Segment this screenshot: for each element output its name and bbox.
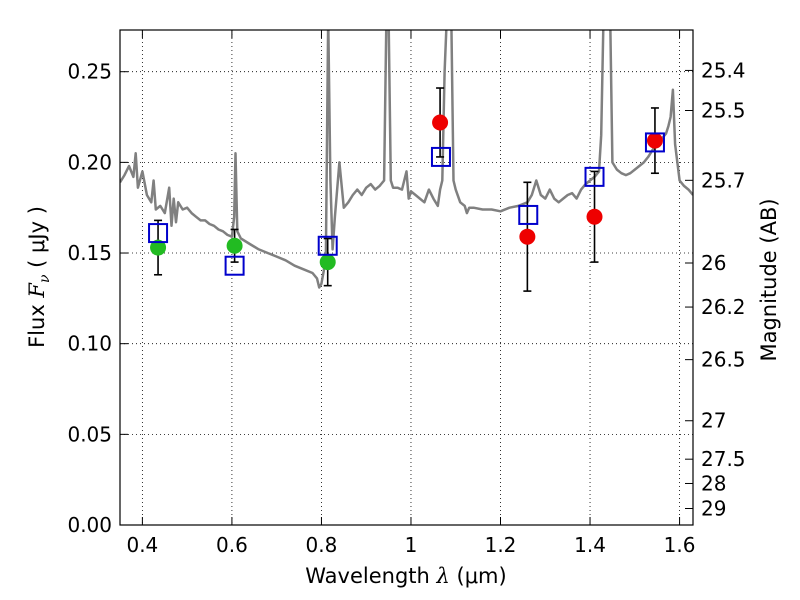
x-tick-label: 1: [405, 533, 418, 557]
data-point: [519, 228, 536, 245]
magnitude-tick-label: 25.4: [701, 58, 746, 82]
y-axis-label-symbol: F: [25, 282, 49, 299]
model-point: [584, 166, 605, 187]
plot-background: [120, 30, 693, 525]
magnitude-tick-label: 26.2: [701, 295, 746, 319]
x-axis-label-prefix: Wavelength: [305, 564, 436, 588]
x-tick-label: 0.6: [216, 533, 248, 557]
magnitude-tick-label: 25.5: [701, 99, 746, 123]
model-point: [430, 146, 451, 167]
y-tick-label: 0.10: [67, 332, 112, 356]
x-tick-label: 0.4: [126, 533, 158, 557]
model-point: [518, 204, 539, 225]
magnitude-tick-label: 29: [701, 497, 726, 521]
magnitude-tick-label: 25.7: [701, 168, 746, 192]
axis-ticks: 0.4 0.6 0.8 1 1.2 1.4 1.6 0.00 0.05 0.10 0.15 0.20 0…: [67, 30, 746, 557]
y2-axis-label: Magnitude (AB): [757, 198, 781, 361]
x-tick-label: 1.4: [574, 533, 606, 557]
data-point: [226, 237, 243, 254]
y-tick-label: 0.20: [67, 150, 112, 174]
magnitude-tick-label: 28: [701, 471, 726, 495]
y-axis-label-prefix: Flux: [25, 298, 49, 348]
data-marks: [148, 87, 665, 292]
y-tick-label: 0.05: [67, 422, 112, 446]
model-point: [317, 235, 338, 256]
y-tick-label: 0.15: [67, 241, 112, 265]
model-spectrum: [120, 30, 693, 289]
x-axis-label-symbol: λ: [436, 564, 450, 588]
y-tick-label: 0.00: [67, 513, 112, 537]
data-point: [646, 132, 663, 149]
magnitude-tick-label: 26.5: [701, 348, 746, 372]
magnitude-tick-label: 27: [701, 409, 726, 433]
model-point: [224, 255, 245, 276]
x-tick-label: 1.2: [485, 533, 517, 557]
y-axis-label-unit: ( μJy ): [25, 206, 49, 274]
y-tick-label: 0.25: [67, 60, 112, 84]
model-point: [148, 223, 169, 244]
model-spectrum-line: [120, 30, 693, 289]
data-point: [150, 239, 167, 256]
y-axis-label: Flux Fν ( μJy ): [25, 206, 53, 348]
model-point: [644, 132, 665, 153]
magnitude-tick-label: 27.5: [701, 447, 746, 471]
data-point: [432, 114, 449, 131]
data-point: [586, 208, 603, 225]
data-point: [319, 254, 336, 271]
x-tick-label: 0.8: [306, 533, 338, 557]
x-axis-label: Wavelength λ (μm): [305, 564, 506, 588]
x-axis-label-unit: (μm): [450, 564, 507, 588]
magnitude-tick-label: 26: [701, 251, 726, 275]
plot-frame: [119, 29, 694, 526]
x-tick-label: 1.6: [664, 533, 696, 557]
grid: [120, 30, 693, 526]
y-axis-label-subscript: ν: [37, 274, 53, 283]
